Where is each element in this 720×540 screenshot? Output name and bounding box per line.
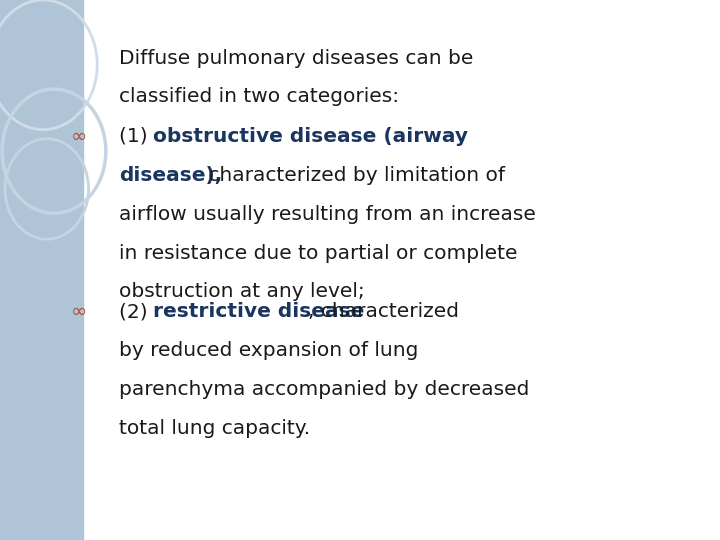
Bar (0, 0, 83, 540)
Text: total lung capacity.: total lung capacity. (119, 419, 310, 438)
Text: airflow usually resulting from an increase: airflow usually resulting from an increa… (119, 205, 536, 224)
Text: classified in two categories:: classified in two categories: (119, 87, 399, 106)
Text: disease),: disease), (119, 166, 222, 185)
Text: obstruction at any level;: obstruction at any level; (119, 282, 364, 301)
Text: Diffuse pulmonary diseases can be: Diffuse pulmonary diseases can be (119, 49, 473, 68)
Text: (2): (2) (119, 302, 154, 321)
Text: obstructive disease (airway: obstructive disease (airway (153, 127, 469, 146)
Text: restrictive disease: restrictive disease (153, 302, 365, 321)
Text: , characterized: , characterized (308, 302, 459, 321)
Text: parenchyma accompanied by decreased: parenchyma accompanied by decreased (119, 380, 529, 399)
Text: in resistance due to partial or complete: in resistance due to partial or complete (119, 244, 517, 262)
Text: characterized by limitation of: characterized by limitation of (202, 166, 505, 185)
Text: (1): (1) (119, 127, 154, 146)
Text: by reduced expansion of lung: by reduced expansion of lung (119, 341, 418, 360)
Text: ∞: ∞ (71, 127, 87, 146)
Text: ∞: ∞ (71, 302, 87, 321)
